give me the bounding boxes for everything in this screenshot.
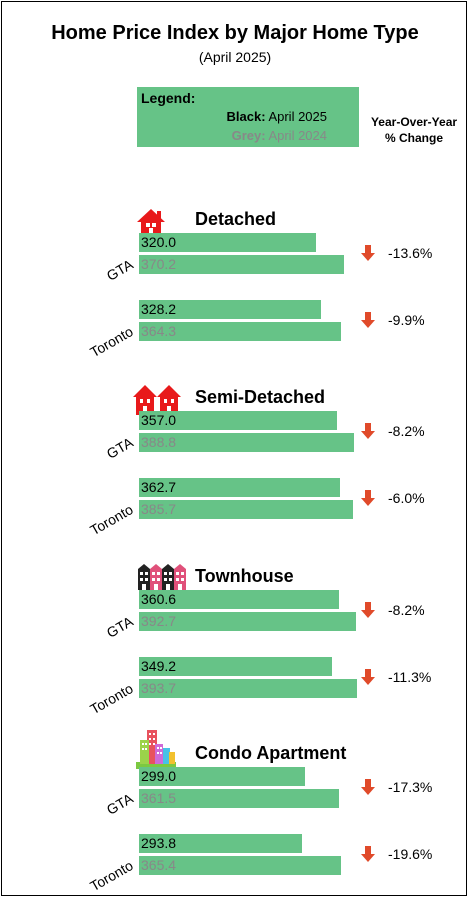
value-current-detached-gta: 320.0: [141, 234, 177, 250]
value-current-semi-detached-gta: 357.0: [141, 412, 177, 428]
bar-current-detached-toronto: [139, 300, 321, 319]
semi-detached-icon: [132, 384, 182, 421]
bar-current-townhouse-gta: [139, 590, 339, 609]
bar-prior-detached-toronto: [139, 322, 341, 341]
bar-current-semi-detached-toronto: [139, 478, 340, 497]
legend-current: Black: April 2025: [227, 109, 327, 124]
down-arrow-icon: [361, 245, 375, 266]
legend-prior-value: April 2024: [265, 128, 327, 143]
pct-change-condo-apartment-gta: -17.3%: [388, 779, 433, 795]
value-prior-detached-toronto: 364.3: [141, 323, 177, 339]
legend: Legend: Black: April 2025 Grey: April 20…: [137, 87, 359, 147]
down-arrow-icon: [361, 490, 375, 511]
down-arrow-icon: [361, 602, 375, 623]
bar-prior-condo-apartment-gta: [139, 789, 340, 808]
chart-title: Home Price Index by Major Home Type: [51, 22, 419, 44]
pct-change-condo-apartment-toronto: -19.6%: [388, 846, 433, 862]
section-title-condo-apartment: Condo Apartment: [195, 743, 347, 763]
value-current-semi-detached-toronto: 362.7: [141, 479, 177, 495]
bar-current-townhouse-toronto: [139, 657, 333, 676]
pct-change-semi-detached-toronto: -6.0%: [388, 490, 425, 506]
value-prior-detached-gta: 370.2: [141, 256, 177, 272]
bar-current-semi-detached-gta: [139, 411, 337, 430]
bar-prior-condo-apartment-toronto: [139, 856, 342, 875]
bar-prior-semi-detached-gta: [139, 433, 355, 452]
bar-current-condo-apartment-toronto: [139, 834, 302, 853]
yoy-header-line-1: Year-Over-Year: [370, 115, 458, 129]
bar-prior-townhouse-gta: [139, 612, 357, 631]
pct-change-townhouse-toronto: -11.3%: [388, 669, 432, 685]
chart-subtitle: (April 2025): [198, 49, 272, 65]
bar-current-detached-gta: [139, 233, 317, 252]
pct-change-detached-gta: -13.6%: [388, 245, 433, 261]
house-icon: [136, 208, 166, 241]
legend-current-value: April 2025: [265, 109, 327, 124]
value-prior-townhouse-gta: 392.7: [141, 613, 177, 629]
townhouse-icon: [137, 563, 189, 596]
value-current-townhouse-toronto: 349.2: [141, 658, 177, 674]
section-title-townhouse: Townhouse: [195, 566, 294, 586]
section-title-semi-detached: Semi-Detached: [195, 387, 326, 407]
down-arrow-icon: [361, 779, 375, 800]
yoy-header-line-2: % Change: [384, 131, 443, 145]
bar-prior-townhouse-toronto: [139, 679, 357, 698]
condo-icon: [136, 730, 176, 775]
value-prior-semi-detached-gta: 388.8: [141, 434, 177, 450]
down-arrow-icon: [361, 312, 375, 333]
legend-prior: Grey: April 2024: [232, 128, 327, 143]
down-arrow-icon: [361, 846, 375, 867]
legend-prior-key: Grey:: [231, 128, 266, 143]
down-arrow-icon: [361, 669, 375, 690]
yoy-header: Year-Over-Year % Change: [360, 114, 468, 146]
value-prior-condo-apartment-gta: 361.5: [141, 790, 177, 806]
legend-current-key: Black:: [226, 109, 266, 124]
value-prior-semi-detached-toronto: 385.7: [141, 501, 177, 517]
pct-change-detached-toronto: -9.9%: [388, 312, 425, 328]
value-current-townhouse-gta: 360.6: [141, 591, 177, 607]
value-prior-townhouse-toronto: 393.7: [141, 680, 177, 696]
value-current-condo-apartment-gta: 299.0: [141, 768, 177, 784]
bar-prior-detached-gta: [139, 255, 344, 274]
down-arrow-icon: [361, 423, 375, 444]
value-prior-condo-apartment-toronto: 365.4: [141, 857, 177, 873]
bar-prior-semi-detached-toronto: [139, 500, 353, 519]
section-title-detached: Detached: [195, 209, 277, 229]
legend-title: Legend:: [141, 90, 196, 106]
value-current-condo-apartment-toronto: 293.8: [141, 835, 177, 851]
pct-change-semi-detached-gta: -8.2%: [388, 423, 425, 439]
bar-current-condo-apartment-gta: [139, 767, 305, 786]
value-current-detached-toronto: 328.2: [141, 301, 177, 317]
pct-change-townhouse-gta: -8.2%: [388, 602, 425, 618]
